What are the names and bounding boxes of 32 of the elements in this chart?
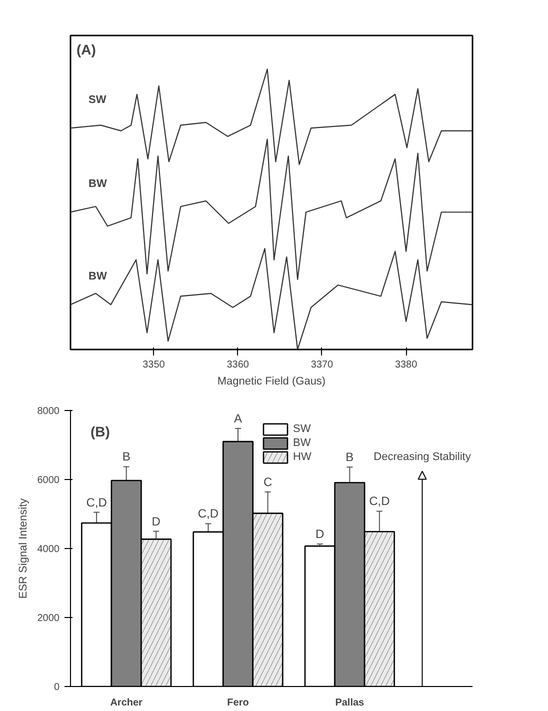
data-label: A (234, 411, 242, 426)
data-label: D (316, 527, 325, 542)
data-label: C,D (198, 506, 219, 521)
legend-label: SW (293, 423, 312, 435)
y-axis-title: ESR Signal Intensity (17, 498, 30, 599)
x-tick-label: 3370 (310, 360, 334, 370)
x-tick-label: Fero (227, 698, 249, 708)
data-label: D (152, 514, 161, 528)
y-tick-label: 8000 (37, 406, 60, 417)
data-label: C,D (369, 494, 390, 508)
data-label: B (122, 450, 130, 464)
legend-label: BW (293, 437, 312, 449)
annotation: Decreasing Stability (374, 451, 472, 464)
y-tick-label: 0 (54, 682, 60, 693)
data-label: C (263, 474, 272, 489)
x-tick-label: 3380 (394, 360, 418, 370)
series-label: BW (88, 178, 108, 190)
annotation: (B) (90, 424, 110, 440)
data-label: C,D (86, 495, 108, 510)
series-label: BW (88, 270, 108, 283)
x-tick-label: Archer (110, 698, 143, 708)
y-tick-label: 4000 (37, 544, 60, 555)
legend-label: HW (293, 451, 312, 463)
series-label: SW (88, 94, 107, 106)
text: (A) (76, 42, 96, 58)
y-tick-label: 6000 (37, 475, 60, 486)
x-tick-label: 3350 (142, 360, 166, 370)
x-tick-label: 3360 (226, 360, 250, 370)
y-tick-label: 2000 (37, 613, 60, 624)
x-axis-title: Magnetic Field (Gaus) (217, 376, 326, 388)
x-tick-label: Pallas (335, 698, 365, 708)
data-label: B (346, 450, 354, 464)
